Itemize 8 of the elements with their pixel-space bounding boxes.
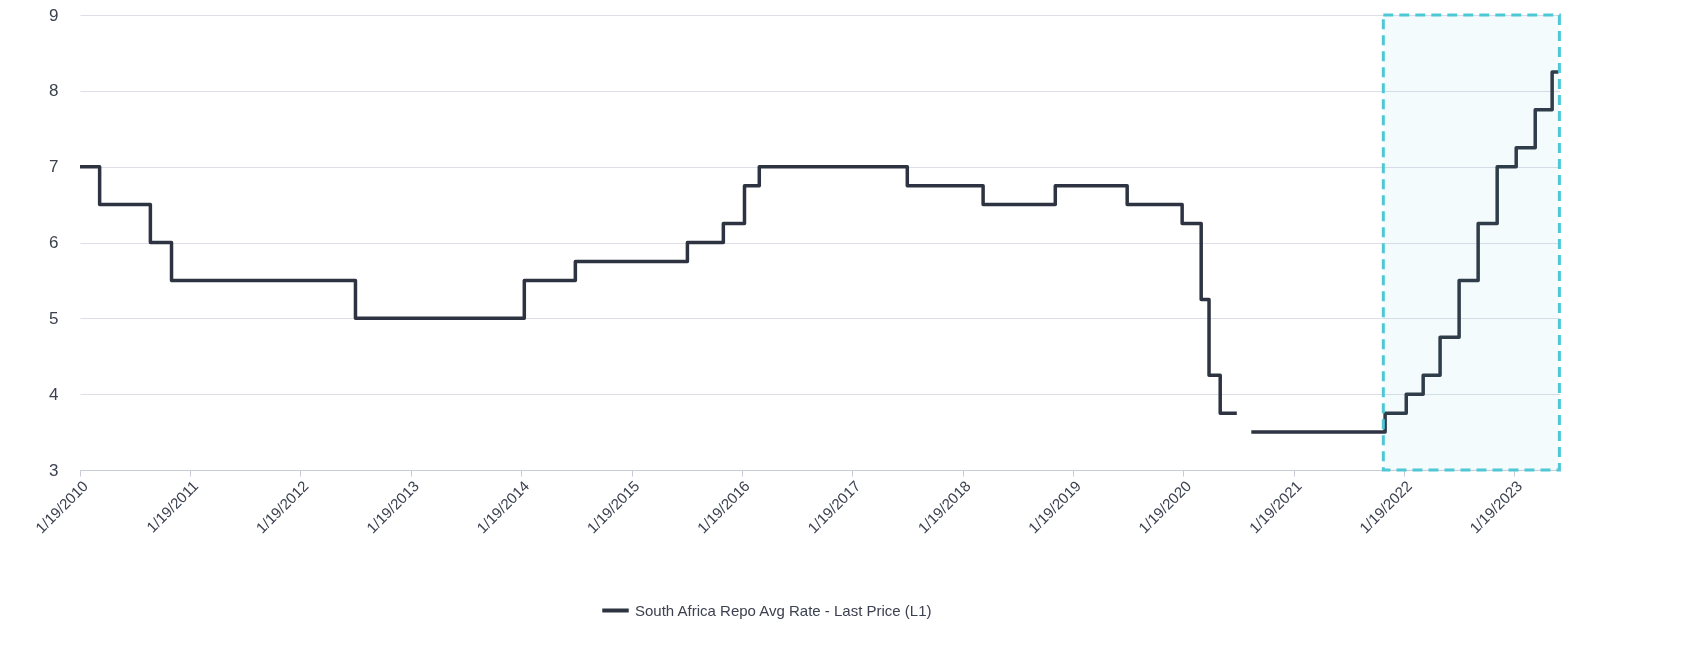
legend-label: South Africa Repo Avg Rate - Last Price (L1) <box>635 601 932 619</box>
y-tick-label: 8 <box>49 81 59 101</box>
y-tick-label: 7 <box>49 157 59 177</box>
y-tick-label: 3 <box>49 460 59 480</box>
y-tick-label: 6 <box>49 233 59 252</box>
y-tick-label: 4 <box>49 384 59 404</box>
y-tick-label: 5 <box>49 308 59 328</box>
y-tick-label: 9 <box>49 5 59 25</box>
